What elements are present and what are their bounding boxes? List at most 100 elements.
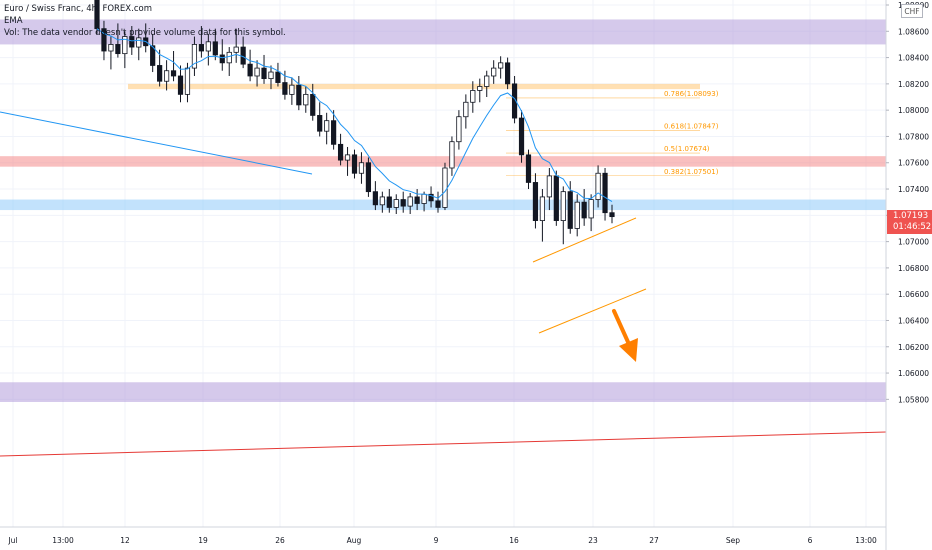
candle-body [212, 41, 218, 56]
candle-body [463, 101, 469, 118]
volume-indicator-label[interactable]: Vol: The data vendor doesn't provide vol… [4, 28, 286, 38]
candle-body [532, 182, 539, 221]
candle-body [170, 70, 177, 77]
candle-body [226, 51, 232, 64]
time-axis-label: 12 [120, 536, 130, 545]
candle-body [108, 44, 114, 52]
price-axis-label: 1.06600 [898, 290, 929, 299]
candle-body [574, 201, 580, 229]
price-axis-label: 1.05800 [898, 395, 929, 404]
price-axis-label: 1.07000 [898, 238, 929, 247]
price-axis-label: 1.07800 [898, 132, 929, 141]
time-axis-label: 16 [509, 536, 519, 545]
candle-body [177, 75, 184, 95]
ema-indicator-label[interactable]: EMA [4, 16, 23, 26]
candlesticks [94, 0, 615, 245]
candle-body [365, 162, 372, 193]
fib-level-label: 0.618(1.07847) [664, 122, 719, 130]
price-axis-label: 1.06200 [898, 343, 929, 352]
time-axis-label: Jul [7, 536, 17, 545]
candle-body [129, 36, 135, 48]
candle-body [567, 191, 573, 229]
candle-body [289, 84, 295, 95]
price-axis-label: 1.08000 [898, 106, 929, 115]
support-resistance-zones [0, 19, 886, 402]
candle-body [136, 37, 142, 48]
price-axis-label: 1.06000 [898, 369, 929, 378]
blue-trendline [0, 111, 313, 175]
candle-body [421, 193, 427, 204]
down-arrow-shaft [612, 309, 630, 344]
fib-level-label: 0.786(1.08093) [664, 90, 719, 98]
time-axis-label: 13:00 [855, 536, 877, 545]
candle-body [268, 71, 274, 80]
candle-body [595, 172, 601, 200]
time-axis-label: 9 [434, 536, 439, 545]
candle-body [393, 199, 399, 208]
time-axis-label: Sep [726, 536, 740, 545]
down-arrow-head [619, 338, 638, 362]
candle-body [358, 162, 365, 174]
time-axis-label: 27 [649, 536, 659, 545]
candle-body [449, 141, 455, 169]
fib-level-label: 0.382(1.07501) [664, 168, 719, 176]
candle-body [324, 120, 330, 132]
candle-body [282, 82, 288, 95]
candle-body [157, 65, 163, 82]
symbol-title: Euro / Swiss Franc, 4h, FOREX.com [4, 4, 152, 14]
price-axis-label: 1.07400 [898, 185, 929, 194]
candle-body [560, 191, 566, 221]
candle-body [261, 67, 267, 80]
candle-body [428, 193, 434, 202]
red-resistance-zone [0, 156, 886, 167]
candle-body [351, 154, 358, 174]
candle-body [588, 199, 594, 219]
time-axis-label: 13:00 [52, 536, 74, 545]
fib-level-label: 0.5(1.07674) [664, 145, 710, 153]
candle-body [518, 117, 525, 156]
time-axis-label: 6 [808, 536, 813, 545]
time-axis-label: 23 [588, 536, 598, 545]
ema-curve [96, 28, 613, 203]
candle-body [609, 212, 615, 218]
candle-body [498, 62, 504, 69]
candle-body [337, 143, 344, 161]
candle-body [477, 86, 483, 91]
time-axis-label: 26 [275, 536, 285, 545]
candle-body [525, 154, 532, 183]
candle-body [602, 172, 608, 214]
last-price-value: 1.07193 [893, 211, 929, 222]
candle-body [254, 67, 260, 77]
candle-body [205, 41, 211, 52]
candle-body [115, 44, 121, 55]
candle-body [414, 196, 420, 204]
candle-body [275, 71, 281, 83]
price-axis-label: 1.06400 [898, 316, 929, 325]
candle-body [317, 115, 323, 132]
price-axis-label: 1.06800 [898, 264, 929, 273]
candle-body [435, 200, 441, 208]
chart-legend: Euro / Swiss Franc, 4h, FOREX.com EMA Vo… [4, 3, 286, 39]
candle-body [296, 84, 302, 106]
candle-body [184, 67, 191, 95]
currency-badge[interactable]: CHF [901, 4, 923, 18]
candle-body [233, 46, 239, 53]
candle-body [491, 67, 497, 77]
candle-body [163, 70, 170, 82]
chart-grid [0, 0, 886, 527]
candle-body [150, 45, 156, 66]
candle-body [505, 62, 511, 85]
candle-body [344, 154, 351, 161]
candle-body [94, 0, 100, 30]
channel-upper-line [532, 217, 637, 263]
candle-body [101, 28, 107, 52]
candle-body [539, 196, 546, 221]
price-axis-label: 1.07600 [898, 159, 929, 168]
candle-body [331, 120, 337, 145]
candle-body [386, 196, 392, 208]
last-price-tag: 1.07193 01:46:52 [887, 210, 932, 235]
candle-body [379, 196, 385, 206]
purple-bottom-zone [0, 382, 886, 402]
candle-body [247, 63, 253, 77]
